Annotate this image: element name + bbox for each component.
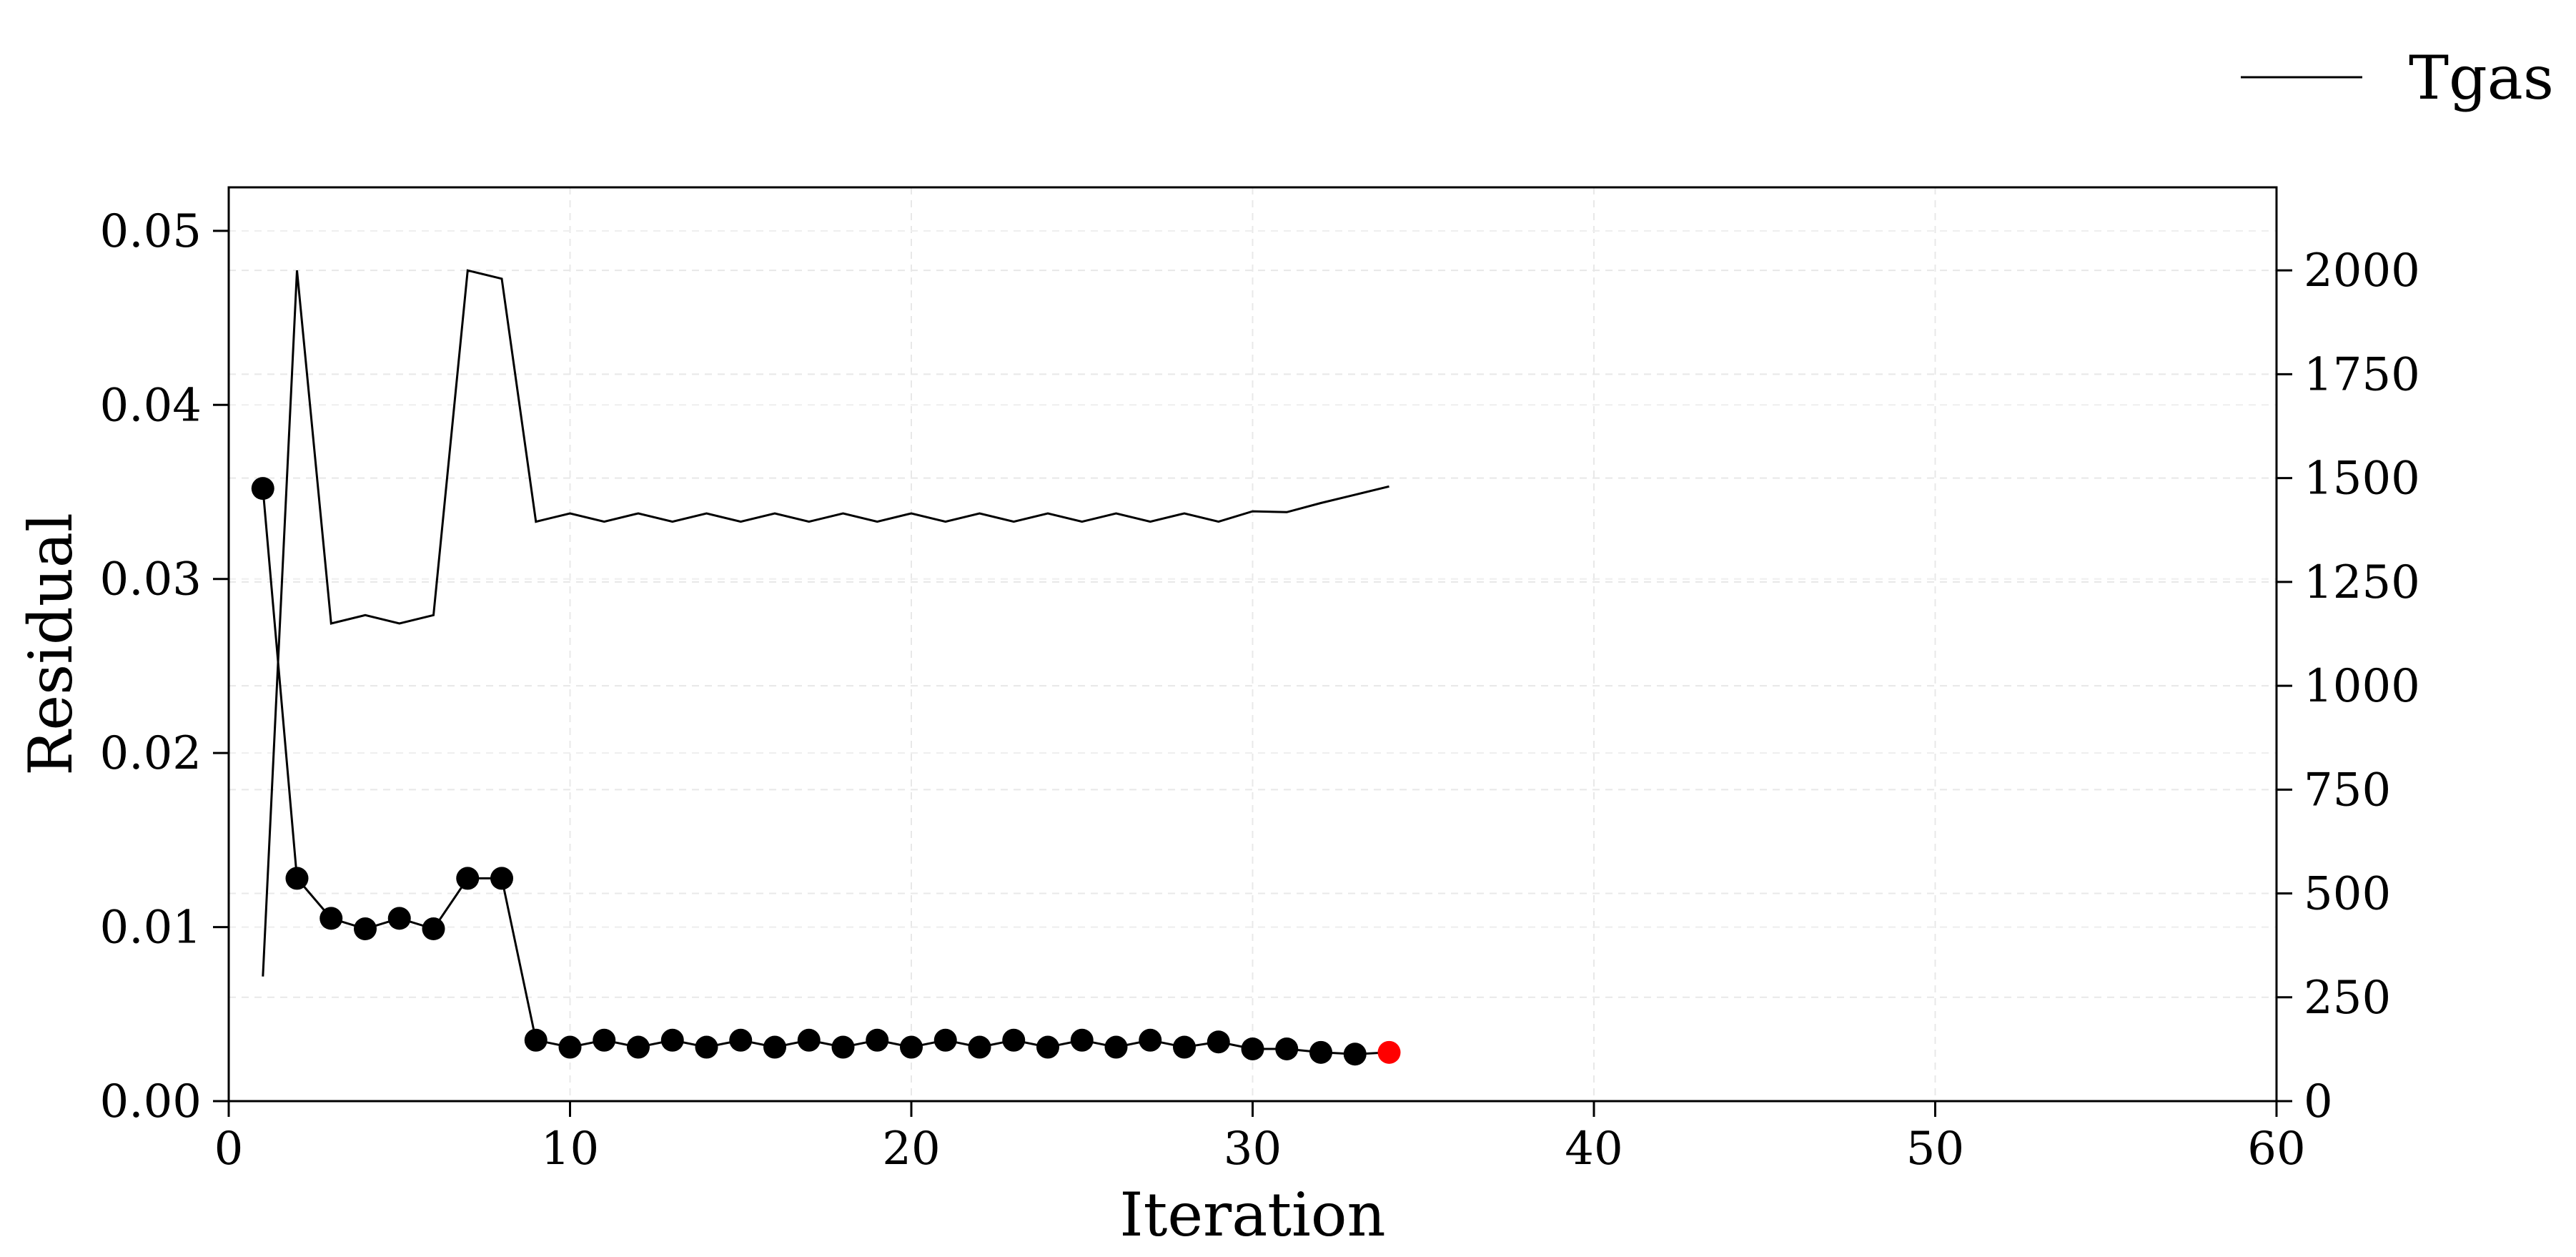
residual-point <box>456 867 480 890</box>
residual-point <box>524 1028 548 1052</box>
residual-point <box>1241 1037 1264 1060</box>
y-tick-label-0: 0.00 <box>100 1075 202 1128</box>
y-tick-label-3: 0.03 <box>100 553 202 606</box>
y2-tick-label-0: 0 <box>2304 1075 2333 1128</box>
x-tick-label-6: 60 <box>2247 1123 2305 1175</box>
residual-point <box>797 1028 821 1052</box>
legend-label-tgas: Tgas <box>2409 43 2554 113</box>
residual-point <box>900 1035 923 1059</box>
residual-point <box>1275 1037 1299 1060</box>
residual-point <box>933 1028 957 1052</box>
x-tick-label-3: 30 <box>1224 1123 1282 1175</box>
x-tick-label-4: 40 <box>1565 1123 1623 1175</box>
y-tick-label-1: 0.01 <box>100 902 202 955</box>
y2-tick-label-5: 1250 <box>2304 556 2420 609</box>
residual-point <box>866 1028 889 1052</box>
residual-point <box>1139 1028 1162 1052</box>
x-tick-label-0: 0 <box>214 1123 244 1175</box>
y2-tick-label-2: 500 <box>2304 868 2391 921</box>
residual-point <box>1036 1035 1059 1059</box>
residual-line <box>262 488 1389 1055</box>
series-layer <box>251 269 1401 1066</box>
residual-point <box>354 917 377 941</box>
residual-point <box>1002 1028 1026 1052</box>
y-axis-label: Residual <box>16 513 86 776</box>
x-tick-label-5: 50 <box>1906 1123 1964 1175</box>
residual-point <box>1104 1035 1128 1059</box>
y2-tick-label-7: 1750 <box>2304 348 2420 401</box>
residual-point <box>1207 1030 1230 1054</box>
residual-point <box>831 1035 855 1059</box>
axis-layer: 0 10 20 30 40 50 60 0.00 0.01 0.02 0.03 0.04 0.05 0 25… <box>100 205 2420 1175</box>
y-tick-label-5: 0.05 <box>100 205 202 258</box>
y2-tick-label-3: 750 <box>2304 764 2391 817</box>
residual-point <box>1070 1028 1094 1052</box>
residual-point <box>319 907 343 930</box>
residual-point <box>558 1035 582 1059</box>
residual-point <box>1309 1040 1332 1064</box>
residual-point <box>490 867 513 890</box>
residual-point <box>1343 1042 1367 1066</box>
legend: Tgas <box>2241 43 2554 113</box>
residual-point <box>695 1035 718 1059</box>
grid-layer <box>228 187 2277 1102</box>
residual-point <box>251 477 274 501</box>
y2-tick-label-6: 1500 <box>2304 453 2420 506</box>
y-tick-label-2: 0.02 <box>100 727 202 780</box>
residual-point <box>763 1035 786 1059</box>
residual-point <box>387 907 411 930</box>
y2-tick-label-4: 1000 <box>2304 660 2420 713</box>
y2-tick-label-1: 250 <box>2304 972 2391 1025</box>
residual-point <box>593 1028 616 1052</box>
x-tick-label-1: 10 <box>541 1123 599 1175</box>
y-tick-label-4: 0.04 <box>100 379 202 432</box>
x-tick-label-2: 20 <box>882 1123 940 1175</box>
residual-point <box>729 1028 753 1052</box>
residual-point <box>627 1035 650 1059</box>
residual-point <box>1173 1035 1196 1059</box>
residual-point <box>660 1028 684 1052</box>
residual-point <box>285 867 309 890</box>
tgas-line <box>262 269 1389 977</box>
x-axis-label: Iteration <box>1119 1180 1385 1250</box>
residual-point <box>968 1035 991 1059</box>
residual-point <box>422 917 445 941</box>
y2-tick-label-8: 2000 <box>2304 245 2420 297</box>
residual-point-latest <box>1377 1040 1401 1064</box>
